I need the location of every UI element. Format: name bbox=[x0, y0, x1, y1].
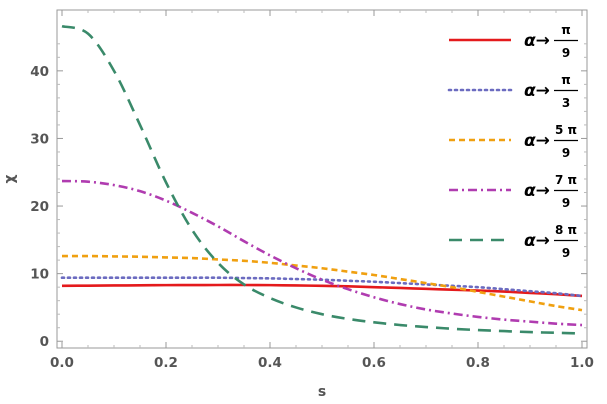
legend-numerator: 7 π bbox=[555, 173, 577, 187]
plot-frame bbox=[56, 9, 588, 349]
legend-prefix: α→ bbox=[524, 181, 550, 201]
x-axis-label: s bbox=[318, 384, 326, 400]
y-tick-label: 40 bbox=[30, 64, 49, 80]
legend-entry-5: α→ 8 π 9 bbox=[449, 223, 578, 260]
series-line-2 bbox=[60, 276, 584, 298]
y-tick-label: 0 bbox=[40, 334, 49, 350]
y-tick-label: 20 bbox=[30, 199, 49, 215]
legend-denominator: 9 bbox=[562, 196, 570, 210]
legend-entry-1: α→ π 9 bbox=[449, 23, 578, 60]
legend-numerator: π bbox=[561, 23, 571, 37]
legend: α→ π 9 α→ π 3 α→ 5 π 9 α→ 7 π 9 α→ 8 π 9 bbox=[447, 23, 578, 260]
legend-prefix: α→ bbox=[524, 81, 550, 101]
y-tick-label: 10 bbox=[30, 267, 49, 283]
series-line-3 bbox=[61, 254, 583, 312]
series-line-1 bbox=[61, 283, 583, 298]
legend-prefix: α→ bbox=[524, 131, 550, 151]
y-axis-label: χ bbox=[2, 174, 18, 183]
legend-entry-4: α→ 7 π 9 bbox=[449, 173, 578, 210]
x-tick-label: 0.6 bbox=[362, 355, 386, 371]
x-tick-label: 0.0 bbox=[50, 355, 74, 371]
axes: 0.0 0.2 0.4 0.6 0.8 1.0 0 10 20 30 40 bbox=[30, 9, 594, 371]
legend-numerator: π bbox=[561, 73, 571, 87]
legend-prefix: α→ bbox=[524, 31, 550, 51]
legend-entry-3: α→ 5 π 9 bbox=[449, 123, 578, 160]
x-tick-label: 0.2 bbox=[154, 355, 178, 371]
legend-entry-2: α→ π 3 bbox=[447, 73, 578, 110]
series-line-4 bbox=[61, 179, 583, 327]
y-tick-label: 30 bbox=[30, 131, 49, 147]
legend-denominator: 9 bbox=[562, 246, 570, 260]
legend-prefix: α→ bbox=[524, 231, 550, 251]
legend-numerator: 8 π bbox=[555, 223, 577, 237]
x-tick-label: 0.8 bbox=[466, 355, 490, 371]
legend-denominator: 9 bbox=[562, 146, 570, 160]
legend-denominator: 3 bbox=[562, 96, 570, 110]
series-layer bbox=[60, 24, 584, 335]
legend-denominator: 9 bbox=[562, 46, 570, 60]
x-tick-label: 0.4 bbox=[258, 355, 282, 371]
legend-numerator: 5 π bbox=[555, 123, 577, 137]
x-tick-label: 1.0 bbox=[570, 355, 594, 371]
series-line-5 bbox=[61, 24, 583, 335]
